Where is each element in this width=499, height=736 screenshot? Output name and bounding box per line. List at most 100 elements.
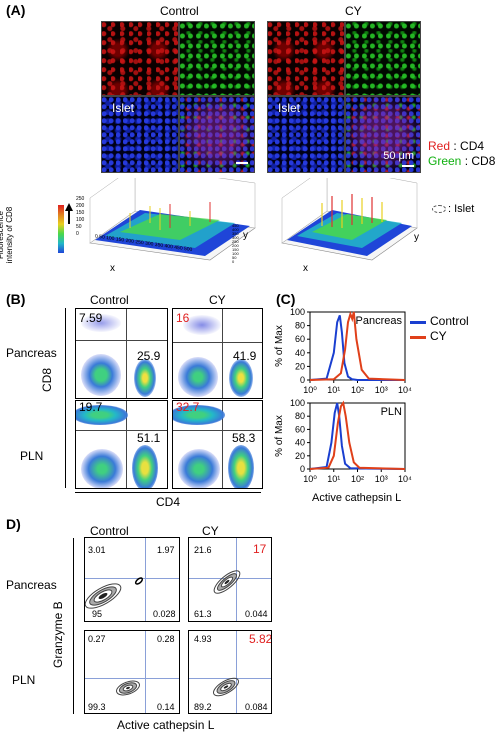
x-tick-label: 10¹ (327, 385, 340, 395)
ytick: 100 (232, 251, 239, 256)
panel-d-ylabel: Granzyme B (51, 601, 65, 668)
islet-label: Islet (112, 101, 135, 115)
panel-b-ylabel: CD8 (40, 367, 54, 392)
x-tick-label: 10⁴ (398, 385, 412, 395)
ytick: 300 (232, 235, 239, 240)
chart-title: Pancreas (356, 315, 403, 327)
quadrant-value-tl: 4.93 (194, 634, 212, 644)
quadrant-value-bl: 99.3 (88, 702, 106, 712)
tick: 500 (184, 245, 193, 254)
panel-b-xaxis-line (75, 492, 261, 493)
x-tick-label: 10² (351, 474, 364, 484)
quadrant-value-br: 25.9 (137, 349, 161, 363)
quadrant-value-tl: 21.6 (194, 545, 212, 555)
cell-population (228, 445, 254, 488)
ytick: 400 (232, 227, 239, 232)
quadrant-line (76, 340, 167, 341)
tick: 250 (135, 239, 144, 247)
quadrant-value-tl: 19.7 (79, 400, 103, 414)
ztick: 150 (76, 210, 85, 216)
tick: 400 (164, 243, 173, 251)
quadrant-line (85, 678, 179, 679)
legend-marker: CD4 (460, 139, 485, 153)
cell-population (134, 359, 156, 397)
tick: 350 (154, 241, 164, 250)
legend-cy-label: CY (430, 329, 447, 343)
ytick: 450 (232, 223, 239, 228)
cell-population (183, 315, 221, 335)
surface-y-label-control: y (243, 230, 248, 241)
cell-population (81, 449, 123, 488)
x-tick-label: 10³ (375, 385, 388, 395)
y-axis-label: % of Max (274, 325, 285, 367)
quadrant-value-bl: 95 (92, 609, 103, 619)
y-tick-label: 0 (300, 375, 305, 385)
legend-green-cd8: Green : CD8 (428, 154, 495, 168)
contour (85, 577, 144, 609)
surface-x-label-cy: x (303, 263, 308, 274)
panel-a-cy-title: CY (345, 4, 362, 18)
ztick: 200 (76, 203, 85, 209)
quadrant-line (222, 309, 223, 398)
ytick: 200 (232, 243, 239, 248)
quadrant-line (236, 631, 237, 713)
flow-plot-b-control-pancreas: 7.59 25.9 (75, 308, 168, 399)
surface-plot-cy (281, 178, 418, 261)
micro-cy-cd8 (345, 21, 421, 96)
quadrant-value-tr: 1.97 (157, 545, 175, 555)
series-line-control (309, 315, 405, 381)
histogram-charts: 0 20 40 60 80 100 10⁰ 10¹ 10² 10³ 10⁴ Pancreas % of … (274, 307, 412, 484)
surface-plot-control (89, 178, 256, 261)
cell-population (173, 405, 225, 425)
panel-d-yaxis-line (73, 538, 74, 714)
tick: 50 (99, 234, 105, 241)
quadrant-value-tl: 0.27 (88, 634, 106, 644)
quadrant-value-tl: 32.7 (176, 400, 200, 414)
contour (213, 677, 239, 697)
legend-cy-swatch (410, 336, 426, 339)
panel-b-xlabel: CD4 (156, 495, 181, 509)
quadrant-value-tl: 16 (176, 311, 190, 325)
scale-bar-label: 50 μm (383, 150, 414, 162)
quadrant-value-br: 41.9 (233, 349, 257, 363)
flow-plot-b-control-pln: 19.7 51.1 (75, 400, 168, 489)
micro-control-cd8 (179, 21, 255, 96)
micro-cy-cd4 (267, 21, 345, 96)
quadrant-value-bl: 61.3 (194, 609, 212, 619)
x-tick-label: 10² (351, 385, 364, 395)
surface-ylabel: Fluorescence intensity of CD8 (0, 206, 14, 264)
x-tick-label: 10⁰ (303, 474, 317, 484)
quadrant-line (222, 401, 223, 488)
quadrant-value-bl: 89.2 (194, 702, 212, 712)
tick: 450 (174, 244, 183, 252)
x-tick-label: 10³ (375, 474, 388, 484)
ytick: 250 (232, 239, 239, 244)
ztick: 250 (76, 196, 85, 202)
legend-sep: : (461, 154, 472, 168)
ytick: 0 (232, 259, 235, 264)
micro-control-merge (179, 96, 255, 173)
ytick: 350 (232, 231, 239, 236)
y-tick-label: 20 (295, 451, 305, 461)
islet-outline-icon (432, 205, 446, 213)
quadrant-value-tr: 17 (253, 542, 267, 556)
series-line-control (309, 402, 406, 470)
quadrant-value-tl: 7.59 (79, 311, 103, 325)
islet-label: Islet (278, 101, 301, 115)
panel-d-xlabel: Active cathepsin L (117, 718, 215, 732)
cell-population (81, 354, 121, 396)
quadrant-value-br: 58.3 (232, 431, 256, 445)
y-tick-label: 20 (295, 361, 305, 371)
y-tick-label: 100 (290, 398, 305, 408)
legend-marker: CD8 (471, 154, 496, 168)
x-tick-label: 10⁰ (303, 385, 317, 395)
islet-legend-text: : Islet (448, 203, 475, 215)
x-tick-label: 10¹ (327, 474, 340, 484)
quadrant-line (76, 430, 167, 431)
panel-c-label: (C) (276, 291, 296, 307)
series-line-cy (309, 310, 406, 381)
legend-red-cd4: Red : CD4 (428, 139, 484, 153)
panel-b-row-pancreas: Pancreas (6, 346, 57, 360)
legend-color-word: Green (428, 154, 462, 168)
quadrant-value-tr: 5.82 (249, 632, 272, 646)
